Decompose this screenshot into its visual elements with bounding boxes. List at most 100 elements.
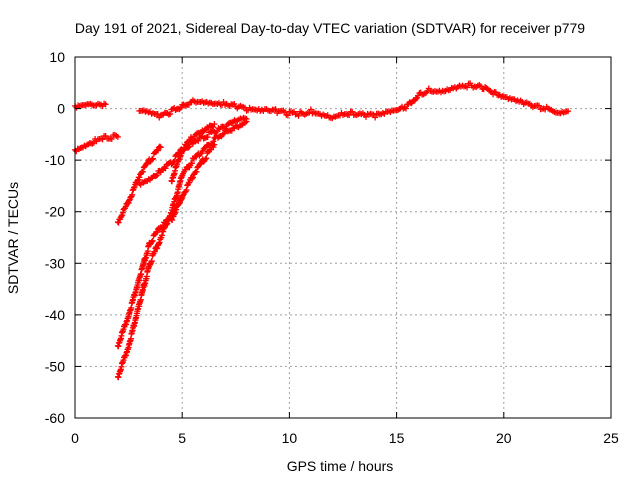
data-point	[189, 175, 196, 182]
data-point	[186, 143, 193, 150]
data-point	[243, 115, 250, 122]
data-point	[204, 134, 211, 141]
data-point	[201, 135, 208, 142]
data-points	[72, 80, 572, 381]
series-arc-8	[168, 141, 218, 224]
series-arc-5	[114, 118, 250, 381]
data-point	[349, 108, 356, 115]
x-tick-label: 10	[282, 430, 298, 446]
y-tick-label: -30	[45, 255, 65, 271]
x-tick-label: 25	[603, 430, 619, 446]
y-tick-label: -20	[45, 204, 65, 220]
y-axis-ticks: -60 -50 -40 -30 -20 -10 0 10	[45, 49, 611, 426]
data-point	[222, 125, 229, 132]
data-point	[154, 172, 161, 179]
data-point	[215, 125, 222, 132]
data-point	[115, 219, 122, 226]
x-tick-label: 20	[496, 430, 512, 446]
data-point	[102, 101, 109, 108]
data-point	[307, 106, 314, 113]
data-point	[211, 141, 218, 148]
plot-border	[74, 56, 612, 419]
data-point	[148, 258, 155, 265]
data-point	[171, 210, 178, 217]
data-point	[402, 105, 409, 112]
data-point	[177, 104, 184, 111]
data-point	[114, 133, 121, 140]
series-arc-7	[168, 114, 250, 185]
data-point	[154, 147, 161, 154]
data-point	[149, 237, 156, 244]
data-point	[149, 155, 156, 162]
data-point	[224, 128, 231, 135]
x-axis-ticks: 0 5 10 15 20 25	[71, 57, 619, 446]
data-point	[119, 209, 126, 216]
data-point	[154, 111, 161, 118]
data-point	[499, 93, 506, 100]
data-point	[108, 135, 115, 142]
data-point	[219, 131, 226, 138]
data-point	[401, 104, 408, 111]
data-point	[202, 156, 209, 163]
data-point	[195, 137, 202, 144]
data-point	[99, 136, 106, 143]
data-point	[181, 102, 188, 109]
data-point	[167, 110, 174, 117]
y-tick-label: -60	[45, 410, 65, 426]
data-point	[211, 121, 218, 128]
data-point	[412, 95, 419, 102]
series-main-arc	[72, 80, 572, 122]
data-point	[220, 99, 227, 106]
y-tick-label: -40	[45, 307, 65, 323]
data-point	[165, 111, 172, 118]
data-point	[162, 165, 169, 172]
data-point	[89, 140, 96, 147]
y-tick-label: 0	[57, 101, 65, 117]
data-point	[189, 160, 196, 167]
data-point	[157, 144, 164, 151]
data-point	[272, 106, 279, 113]
data-point	[197, 160, 204, 167]
x-axis-label: GPS time / hours	[287, 458, 394, 474]
data-point	[295, 112, 302, 119]
grid-lines	[75, 57, 611, 418]
y-tick-label: -50	[45, 358, 65, 374]
data-point	[220, 130, 227, 137]
data-point	[203, 155, 210, 162]
x-tick-label: 5	[178, 430, 186, 446]
data-point	[536, 102, 543, 109]
series-arc-3	[114, 143, 164, 226]
series-arc-6	[136, 121, 218, 188]
data-point	[85, 141, 92, 148]
data-point	[152, 173, 159, 180]
data-point	[185, 144, 192, 151]
data-point	[284, 112, 291, 119]
data-point	[193, 168, 200, 175]
data-point	[178, 195, 185, 202]
data-point	[173, 206, 180, 213]
chart-title: Day 191 of 2021, Sidereal Day-to-day VTE…	[75, 20, 585, 36]
data-point	[156, 143, 163, 150]
data-point	[565, 108, 572, 115]
data-point	[169, 217, 176, 224]
data-point	[183, 187, 190, 194]
data-point	[148, 238, 155, 245]
y-axis-label: SDTVAR / TECUs	[5, 182, 21, 294]
data-point	[487, 87, 494, 94]
data-point	[148, 156, 155, 163]
y-tick-label: 10	[49, 49, 65, 65]
data-point	[118, 213, 125, 220]
x-tick-label: 15	[389, 430, 405, 446]
data-point	[210, 138, 217, 145]
series-arc-2	[72, 131, 121, 155]
y-tick-label: -10	[45, 152, 65, 168]
data-point	[143, 160, 150, 167]
data-point	[136, 174, 143, 181]
data-point	[372, 114, 379, 121]
data-point	[139, 168, 146, 175]
data-point	[172, 106, 179, 113]
data-point	[464, 84, 471, 91]
data-point	[189, 174, 196, 181]
x-tick-label: 0	[71, 430, 79, 446]
